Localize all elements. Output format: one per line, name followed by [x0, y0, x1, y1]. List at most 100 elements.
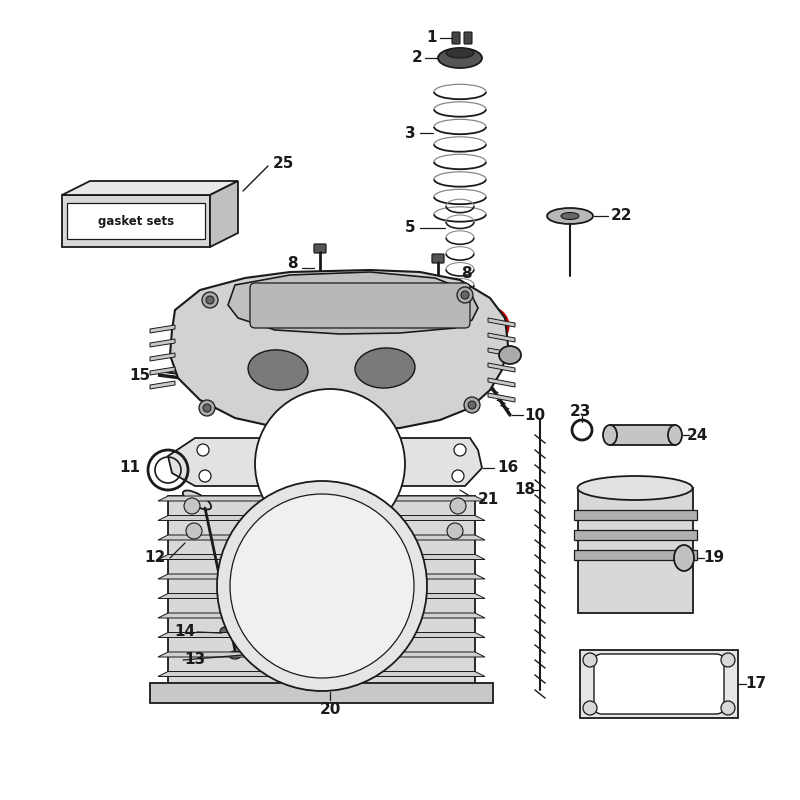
Bar [574, 550, 697, 560]
Bar [150, 683, 493, 703]
Text: 24: 24 [686, 427, 708, 442]
Bar [580, 650, 738, 718]
Ellipse shape [561, 213, 579, 219]
Circle shape [255, 389, 405, 539]
Ellipse shape [443, 297, 477, 310]
Text: 14: 14 [174, 625, 195, 639]
Text: 18: 18 [514, 482, 535, 498]
Ellipse shape [183, 490, 211, 510]
Text: 19: 19 [703, 550, 725, 566]
Circle shape [202, 292, 218, 308]
Circle shape [457, 287, 473, 303]
Text: 7: 7 [410, 343, 420, 358]
Ellipse shape [603, 425, 617, 445]
FancyBboxPatch shape [464, 32, 472, 44]
Polygon shape [488, 363, 515, 372]
Polygon shape [150, 325, 175, 333]
Circle shape [721, 701, 735, 715]
Text: 8: 8 [461, 266, 471, 281]
Circle shape [206, 296, 214, 304]
FancyBboxPatch shape [314, 244, 326, 253]
Text: 10: 10 [525, 407, 546, 422]
Polygon shape [150, 353, 175, 361]
Circle shape [203, 404, 211, 412]
Text: 25: 25 [272, 155, 294, 170]
Text: 11: 11 [119, 461, 141, 475]
Polygon shape [488, 333, 515, 342]
Circle shape [186, 523, 202, 539]
Bar [574, 530, 697, 540]
Text: 20: 20 [319, 702, 341, 718]
Ellipse shape [315, 314, 325, 318]
Polygon shape [170, 270, 508, 430]
FancyBboxPatch shape [250, 283, 470, 328]
Circle shape [220, 627, 230, 637]
Ellipse shape [229, 651, 241, 659]
Polygon shape [158, 574, 485, 579]
Polygon shape [158, 515, 485, 521]
Polygon shape [168, 438, 482, 486]
Ellipse shape [446, 48, 474, 58]
Polygon shape [62, 181, 238, 195]
Ellipse shape [578, 476, 693, 500]
Text: gasket sets: gasket sets [98, 214, 174, 227]
Circle shape [464, 397, 480, 413]
Circle shape [468, 401, 476, 409]
Polygon shape [488, 378, 515, 387]
Circle shape [217, 481, 427, 691]
Text: 21: 21 [478, 493, 498, 507]
Polygon shape [150, 339, 175, 347]
Text: 13: 13 [185, 653, 206, 667]
Ellipse shape [499, 346, 521, 364]
Text: 1: 1 [426, 30, 438, 46]
FancyBboxPatch shape [594, 654, 724, 714]
Circle shape [197, 444, 209, 456]
Polygon shape [488, 393, 515, 402]
Ellipse shape [674, 545, 694, 571]
Polygon shape [158, 535, 485, 540]
Circle shape [199, 400, 215, 416]
Text: 5: 5 [405, 221, 415, 235]
Polygon shape [158, 613, 485, 618]
Ellipse shape [668, 425, 682, 445]
Text: 9: 9 [485, 318, 495, 334]
Bar [448, 326, 463, 376]
Circle shape [461, 291, 469, 299]
Circle shape [447, 523, 463, 539]
Ellipse shape [547, 208, 593, 224]
Polygon shape [210, 181, 238, 247]
Ellipse shape [424, 321, 452, 331]
Ellipse shape [248, 350, 308, 390]
Polygon shape [228, 272, 478, 334]
Text: 3: 3 [405, 126, 415, 141]
Circle shape [230, 494, 414, 678]
Circle shape [184, 498, 200, 514]
Bar [168, 496, 475, 691]
Polygon shape [158, 652, 485, 657]
Bar [610, 425, 675, 445]
FancyBboxPatch shape [67, 203, 205, 239]
FancyBboxPatch shape [452, 32, 460, 44]
Polygon shape [150, 381, 175, 389]
Text: 6: 6 [410, 295, 420, 310]
Polygon shape [158, 594, 485, 598]
Polygon shape [158, 554, 485, 559]
Circle shape [450, 498, 466, 514]
Polygon shape [158, 671, 485, 677]
Circle shape [454, 444, 466, 456]
Text: 2: 2 [412, 50, 422, 66]
Circle shape [199, 470, 211, 482]
Text: 9: 9 [273, 309, 283, 323]
Bar [574, 510, 697, 520]
Polygon shape [62, 195, 210, 247]
Ellipse shape [433, 324, 443, 328]
Text: 8: 8 [286, 255, 298, 270]
Bar [578, 488, 693, 613]
Text: 15: 15 [130, 367, 150, 382]
Text: 22: 22 [611, 209, 633, 223]
Ellipse shape [355, 348, 415, 388]
Ellipse shape [438, 48, 482, 68]
Circle shape [721, 653, 735, 667]
Polygon shape [488, 318, 515, 327]
Circle shape [452, 470, 464, 482]
